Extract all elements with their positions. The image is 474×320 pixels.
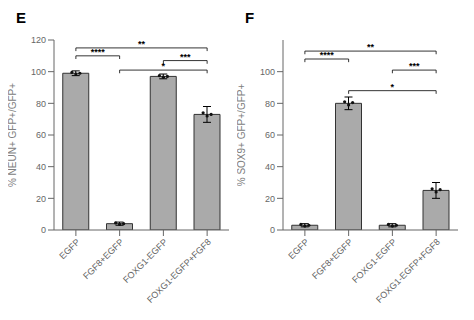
svg-text:0: 0	[270, 225, 275, 235]
html-text:F: F	[245, 9, 255, 26]
svg-text:FGF8+EGFP: FGF8+EGFP	[310, 237, 354, 281]
svg-text:****: ****	[320, 50, 335, 60]
svg-text:*: *	[162, 61, 166, 71]
svg-text:*: *	[391, 82, 395, 92]
svg-text:***: ***	[180, 52, 191, 62]
html-text:E: E	[16, 9, 26, 26]
svg-text:60: 60	[36, 130, 46, 140]
svg-text:% SOX9+ GFP+/GFP+: % SOX9+ GFP+/GFP+	[237, 84, 247, 187]
svg-text:***: ***	[409, 61, 420, 71]
svg-text:**: **	[367, 42, 375, 52]
svg-text:**: **	[138, 39, 146, 49]
svg-text:20: 20	[265, 194, 275, 204]
svg-text:FGF8+EGFP: FGF8+EGFP	[81, 237, 125, 281]
svg-text:EGFP: EGFP	[286, 237, 310, 261]
svg-text:% NEUN+ GFP+/GFP+: % NEUN+ GFP+/GFP+	[8, 83, 18, 187]
svg-text:****: ****	[91, 47, 106, 57]
svg-text:80: 80	[36, 99, 46, 109]
svg-text:80: 80	[265, 99, 275, 109]
svg-text:60: 60	[265, 130, 275, 140]
svg-text:20: 20	[36, 194, 46, 204]
svg-text:40: 40	[265, 162, 275, 172]
svg-text:EGFP: EGFP	[57, 237, 81, 261]
svg-text:100: 100	[31, 67, 46, 77]
svg-text:40: 40	[36, 162, 46, 172]
svg-text:120: 120	[31, 35, 46, 45]
svg-text:FOXG1-EGFP+FGF8: FOXG1-EGFP+FGF8	[145, 237, 213, 305]
svg-text:FOXG1-EGFP: FOXG1-EGFP	[350, 237, 398, 285]
svg-text:100: 100	[260, 67, 275, 77]
svg-text:FOXG1-EGFP+FGF8: FOXG1-EGFP+FGF8	[374, 237, 442, 305]
svg-text:0: 0	[41, 225, 46, 235]
svg-text:FOXG1-EGFP: FOXG1-EGFP	[121, 237, 169, 285]
